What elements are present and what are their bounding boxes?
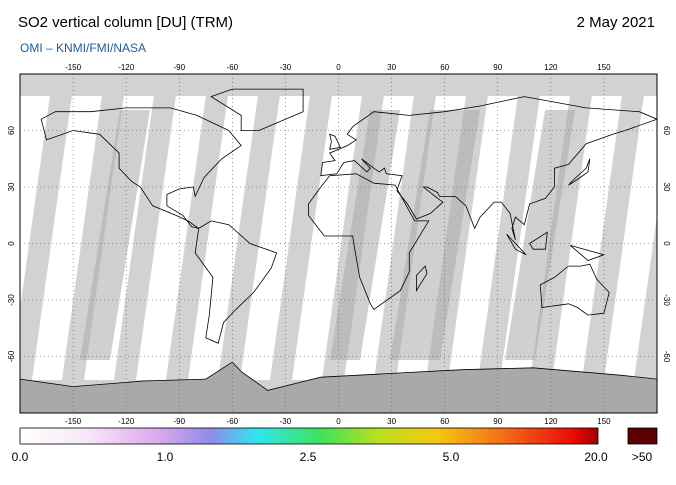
- colorbar-overflow: [627, 427, 658, 445]
- lat-tick-label: 60: [662, 126, 671, 135]
- lat-tick-label: 60: [7, 126, 16, 135]
- swath: [656, 372, 657, 380]
- map: [20, 74, 657, 413]
- map-frame: [19, 73, 658, 414]
- land-outline: [506, 233, 527, 256]
- swath: [240, 95, 310, 380]
- colorbar-overflow-label: >50: [632, 450, 653, 464]
- lon-tick-label: -150: [65, 417, 82, 426]
- polar-band: [20, 74, 657, 96]
- land-outline: [568, 158, 591, 186]
- data-gap: [80, 110, 150, 360]
- land-outline: [539, 263, 610, 316]
- data-gap: [390, 110, 480, 360]
- swath: [20, 95, 50, 309]
- colorbar-label: 1.0: [157, 450, 174, 464]
- lon-tick-label: -120: [118, 417, 135, 426]
- land-outline: [307, 173, 430, 310]
- data-gap: [505, 110, 575, 360]
- colorbar-label: 5.0: [443, 450, 460, 464]
- swath: [448, 95, 518, 380]
- lon-tick-label: 60: [440, 417, 449, 426]
- swath: [188, 95, 258, 380]
- lon-tick-label: -90: [173, 417, 185, 426]
- land-outline: [194, 220, 278, 344]
- land-outline: [529, 231, 548, 250]
- land-outline: [210, 88, 304, 131]
- lat-tick-label: -30: [662, 294, 671, 306]
- lon-tick-label: -150: [65, 63, 82, 72]
- land-outline: [570, 245, 606, 261]
- lat-tick-label: 30: [662, 183, 671, 192]
- lon-tick-label: 60: [440, 63, 449, 72]
- swath: [292, 95, 362, 380]
- lat-tick-label: -60: [662, 351, 671, 363]
- colorbar-label: 2.5: [300, 450, 317, 464]
- colorbar: [19, 427, 599, 445]
- swath: [604, 95, 657, 380]
- lon-tick-label: 120: [544, 63, 558, 72]
- swath: [32, 95, 102, 380]
- colorbar-label: 0.0: [12, 450, 29, 464]
- lon-tick-label: 150: [597, 417, 611, 426]
- title: SO2 vertical column [DU] (TRM): [18, 14, 233, 31]
- colorbar-label: 20.0: [584, 450, 608, 464]
- land-outline: [329, 133, 341, 150]
- lon-tick-label: 120: [544, 417, 558, 426]
- lat-tick-label: 0: [662, 241, 671, 246]
- subtitle: OMI – KNMI/FMI/NASA: [20, 41, 146, 55]
- date: 2 May 2021: [577, 14, 655, 31]
- lon-tick-label: 150: [597, 63, 611, 72]
- lon-tick-label: -60: [227, 417, 239, 426]
- land-outline: [320, 96, 657, 240]
- swath: [136, 95, 206, 380]
- lon-tick-label: 30: [387, 63, 396, 72]
- lon-tick-label: -60: [227, 63, 239, 72]
- lat-tick-label: -60: [7, 350, 16, 362]
- lon-tick-label: 30: [387, 417, 396, 426]
- land-outline: [415, 265, 428, 292]
- lat-tick-label: -30: [7, 294, 16, 306]
- land-outline: [40, 107, 242, 229]
- lon-tick-label: -90: [173, 63, 185, 72]
- lat-tick-label: 30: [7, 182, 16, 191]
- lon-tick-label: 90: [493, 63, 502, 72]
- data-gap: [330, 110, 400, 360]
- lon-tick-label: 0: [336, 63, 341, 72]
- lon-tick-label: -30: [280, 417, 292, 426]
- swath: [552, 95, 622, 380]
- lon-tick-label: 0: [336, 417, 341, 426]
- lon-tick-label: -30: [280, 63, 292, 72]
- lat-tick-label: 0: [7, 241, 16, 246]
- lon-tick-label: 90: [493, 417, 502, 426]
- lon-tick-label: -120: [118, 63, 135, 72]
